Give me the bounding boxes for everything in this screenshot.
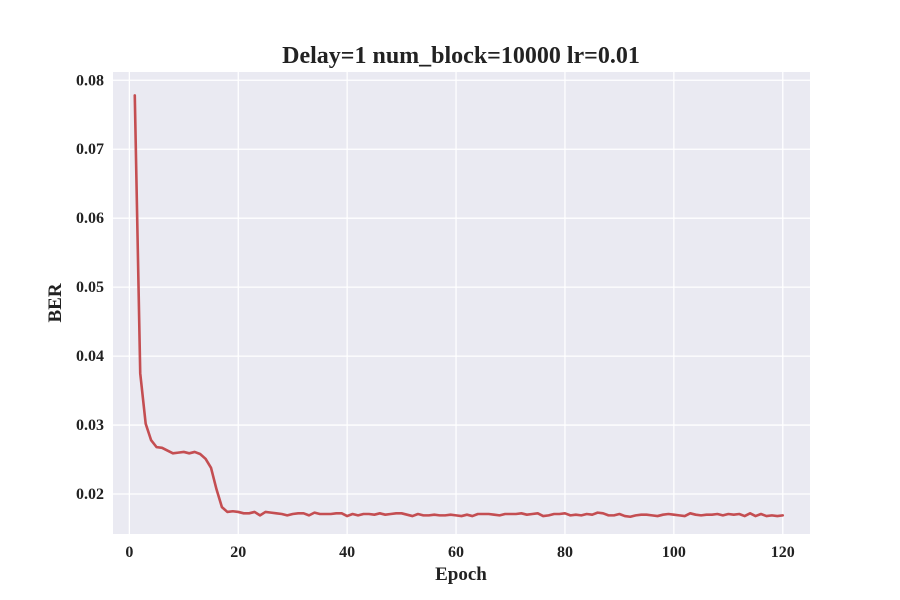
y-tick-label: 0.04 [76,348,104,365]
tick-labels: 0 20 40 60 80 100 120 0.02 0.03 0.04 0.05 0.06 0.07 0… [76,72,795,561]
x-tick-label: 40 [339,544,355,561]
x-tick-label: 80 [557,544,573,561]
y-tick-label: 0.08 [76,72,104,89]
x-tick-label: 120 [771,544,795,561]
x-axis-label: Epoch [435,564,487,585]
y-tick-label: 0.03 [76,417,104,434]
y-axis-label: BER [45,283,66,322]
y-tick-label: 0.06 [76,210,104,227]
x-tick-label: 20 [230,544,246,561]
x-tick-label: 100 [662,544,686,561]
chart-title: Delay=1 num_block=10000 lr=0.01 [282,43,640,69]
y-tick-label: 0.02 [76,486,104,503]
series-layer [133,94,785,519]
x-tick-label: 0 [125,544,133,561]
y-tick-label: 0.07 [76,141,104,158]
series-line [133,94,785,519]
x-tick-label: 60 [448,544,464,561]
y-tick-label: 0.05 [76,279,104,296]
plot-background [113,72,810,534]
grid [113,72,810,534]
